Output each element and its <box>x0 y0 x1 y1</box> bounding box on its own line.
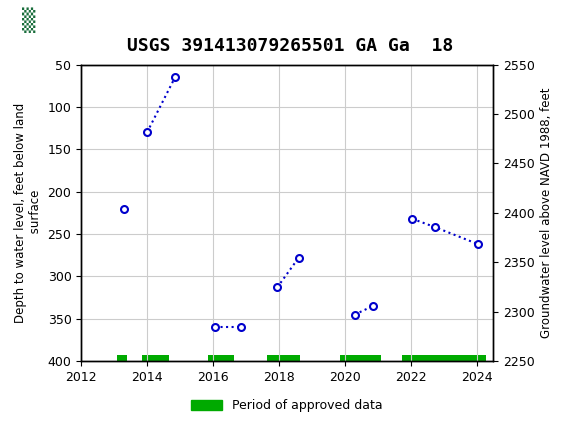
Text: USGS: USGS <box>70 13 117 28</box>
Bar <box>267 355 300 361</box>
Y-axis label: Groundwater level above NAVD 1988, feet: Groundwater level above NAVD 1988, feet <box>540 88 553 338</box>
Bar <box>208 355 234 361</box>
Text: USGS 391413079265501 GA Ga  18: USGS 391413079265501 GA Ga 18 <box>127 37 453 55</box>
Bar <box>403 355 487 361</box>
Y-axis label: Depth to water level, feet below land
 surface: Depth to water level, feet below land su… <box>14 103 42 323</box>
Legend: Period of approved data: Period of approved data <box>186 394 388 417</box>
Bar <box>340 355 381 361</box>
Bar <box>142 355 169 361</box>
Bar <box>3 4 55 37</box>
Bar <box>117 355 128 361</box>
Text: ▒: ▒ <box>22 8 36 33</box>
